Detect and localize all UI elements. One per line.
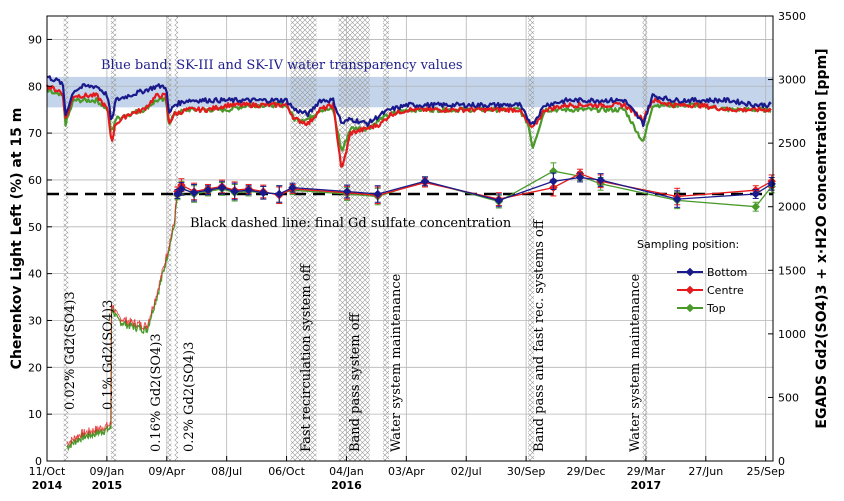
y2-tick-label-5: 2500 [778, 137, 806, 150]
x-tick-label-11: 27/Jun [688, 465, 723, 478]
x-tick-label-3: 08/Jul [211, 465, 242, 478]
x-tick-label-8: 30/Sep [507, 465, 545, 478]
point-bottom-1 [177, 184, 186, 194]
hatched-period-2 [167, 16, 172, 461]
hatched-period-1 [110, 16, 117, 461]
point-bottom-11 [373, 189, 382, 199]
y2-tick-label-3: 1500 [778, 264, 806, 277]
hatched-period-0 [63, 16, 69, 461]
legend-label-bottom: Bottom [707, 266, 747, 279]
x-tick-label-0: 11/Oct [29, 465, 66, 478]
point-bottom-6 [244, 185, 253, 195]
point-bottom-4 [217, 183, 227, 192]
series-layer [45, 75, 776, 452]
legend-title: Sampling position: [637, 238, 739, 251]
x-year-label-3: 2017 [631, 479, 662, 492]
point-bottom-3 [203, 185, 213, 195]
point-bottom-9 [288, 183, 297, 192]
concentration-line-bottom [176, 176, 773, 202]
legend-label-centre: Centre [707, 284, 744, 297]
point-bottom-12 [420, 177, 430, 186]
period-label-8: Water system maintenance [628, 273, 643, 452]
dashed-line-label: Black dashed line: final Gd sulfate conc… [190, 216, 512, 231]
x-tick-label-7: 02/Jul [451, 465, 482, 478]
clp-line-bottom [46, 75, 772, 128]
y2-tick-label-1: 500 [778, 391, 799, 404]
period-label-6: Water system maintenance [389, 273, 404, 452]
y2-tick-label-0: 0 [778, 455, 785, 468]
y-tick-label-8: 80 [28, 80, 42, 93]
period-label-5: Band pass system off [348, 311, 363, 452]
y-tick-label-6: 60 [28, 174, 42, 187]
annotations-layer: Blue band: SK-III and SK-IV water transp… [63, 58, 643, 452]
y2-tick-label-6: 3000 [778, 74, 806, 87]
period-label-7: Band pass and fast rec. systems off [532, 218, 547, 452]
plot-frame [46, 15, 774, 462]
grid-layer [46, 16, 773, 461]
point-bottom-5 [230, 187, 239, 196]
x-tick-label-9: 29/Dec [567, 465, 606, 478]
period-label-3: 0.2% Gd2(SO4)3 [182, 342, 197, 452]
legend-layer: Sampling position: Bottom Centre Top [637, 238, 747, 315]
point-bottom-0 [173, 189, 182, 199]
y-tick-label-9: 90 [28, 33, 42, 46]
period-label-2: 0.16% Gd2(SO4)3 [149, 333, 164, 452]
y2-tick-label-2: 1000 [778, 328, 806, 341]
y-axis-title: Cherenkov Light Left (%) at 15 m [9, 108, 25, 370]
hatched-period-4 [290, 16, 317, 461]
point-bottom-14 [549, 177, 558, 186]
point-bottom-7 [259, 188, 268, 197]
y2-tick-label-7: 3500 [778, 10, 806, 23]
period-label-4: Fast recirculation system off [299, 262, 314, 452]
y-tick-label-2: 20 [28, 361, 42, 374]
y-tick-label-0: 0 [35, 455, 42, 468]
legend-marker-bottom [685, 267, 695, 277]
x-tick-label-12: 25/Sep [746, 465, 784, 478]
hatched-period-8 [642, 16, 648, 461]
y2-axis-title: EGADS Gd2(SO4)3 + x·H2O concentration [p… [814, 48, 830, 428]
hatched-period-6 [383, 16, 390, 461]
hatched-period-3 [174, 16, 179, 461]
legend-label-top: Top [706, 302, 726, 315]
y-tick-label-7: 70 [28, 127, 42, 140]
x-tick-label-1: 09/Jan [90, 465, 125, 478]
y-tick-label-4: 40 [28, 268, 42, 281]
x-year-label-1: 2015 [92, 479, 123, 492]
axes-layer: 0 10 20 30 40 50 60 70 80 90 0 500 1000 1500 2000 2500 3… [9, 10, 830, 492]
x-tick-label-4: 06/Oct [268, 465, 305, 478]
point-bottom-2 [189, 188, 199, 197]
x-tick-label-5: 04/Jan [329, 465, 364, 478]
legend-marker-centre [685, 285, 695, 295]
y2-tick-label-4: 2000 [778, 201, 806, 214]
hatched-period-5 [338, 16, 370, 461]
x-year-label-2: 2016 [331, 479, 362, 492]
x-year-label-0: 2014 [32, 479, 63, 492]
x-tick-label-6: 03/Apr [388, 465, 425, 478]
x-tick-label-10: 29/Mar [627, 465, 666, 478]
point-bottom-13 [494, 196, 504, 205]
y-tick-label-1: 10 [28, 408, 42, 421]
blue-band-label: Blue band: SK-III and SK-IV water transp… [101, 58, 463, 73]
point-bottom-10 [342, 187, 352, 196]
y-tick-label-3: 30 [28, 314, 42, 327]
hatched-period-7 [528, 16, 535, 461]
concentration-line-top [176, 170, 773, 208]
hatched-periods-layer [63, 16, 648, 461]
x-tick-label-2: 09/Apr [148, 465, 185, 478]
period-label-0: 0.02% Gd2(SO4)3 [63, 291, 78, 410]
point-bottom-8 [274, 189, 284, 199]
period-label-1: 0.1% Gd2(SO4)3 [101, 300, 116, 410]
clp-ramp-line-centre [66, 186, 178, 447]
y-tick-label-5: 50 [28, 221, 42, 234]
legend-marker-top [685, 303, 695, 313]
